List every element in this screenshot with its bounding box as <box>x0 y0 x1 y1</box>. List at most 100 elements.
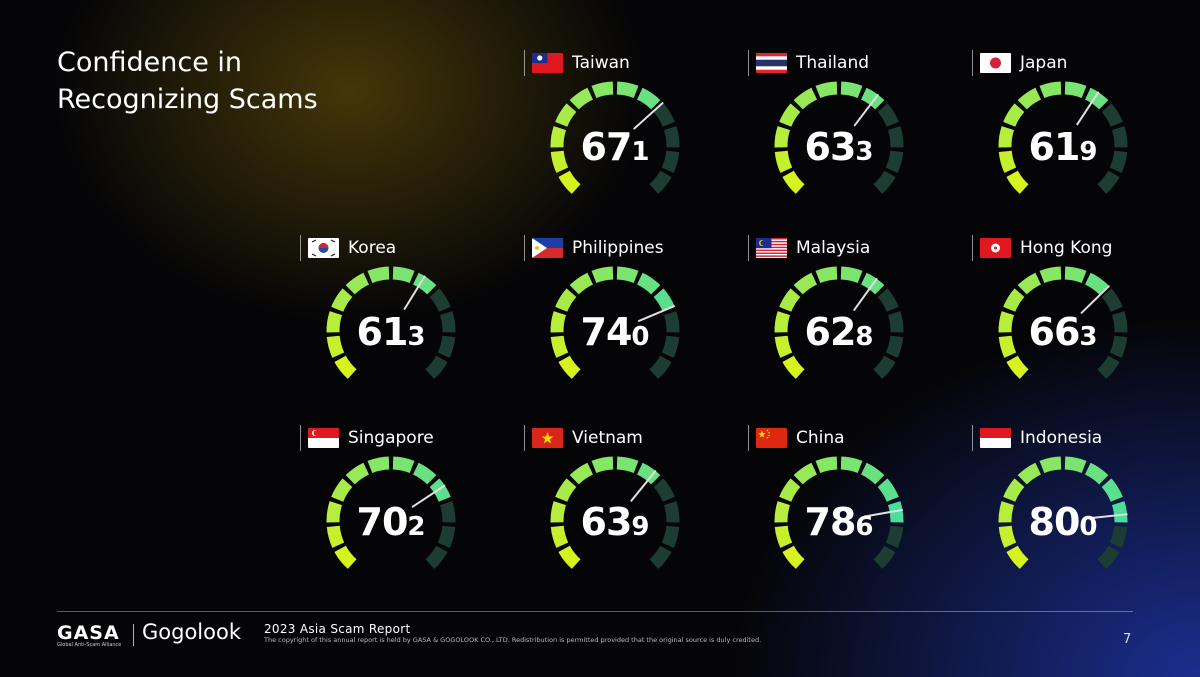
country-label: Singapore <box>300 425 505 451</box>
gauge-segment <box>334 545 357 569</box>
gauge-value: 619 <box>993 125 1133 169</box>
gauge-segment <box>1006 545 1029 569</box>
gauge-value-decimal: 8 <box>855 322 874 352</box>
gauge-needle <box>637 305 675 322</box>
gauge-segment <box>1101 288 1123 312</box>
gauge-value: 663 <box>993 310 1133 354</box>
gauge-value: 633 <box>769 125 909 169</box>
gauge-value-decimal: 0 <box>631 322 650 352</box>
gauge-segment <box>558 355 581 379</box>
gauge-segment <box>887 126 904 148</box>
country-name: Taiwan <box>572 53 630 73</box>
gauge-segment <box>1039 266 1062 284</box>
gauge-value-decimal: 9 <box>1079 137 1098 167</box>
country-name: Japan <box>1020 53 1068 73</box>
copyright-notice: The copyright of this annual report is h… <box>264 636 762 644</box>
gauge-segment <box>840 266 863 284</box>
gauge-value: 613 <box>321 310 461 354</box>
gauge-segment <box>998 126 1015 148</box>
gauge-dial <box>774 456 904 569</box>
gauge-value: 786 <box>769 500 909 544</box>
gauge-segment <box>616 266 639 284</box>
gauge-segment <box>550 525 569 548</box>
gauge-segment <box>1017 87 1042 110</box>
gauge-segment <box>774 311 791 333</box>
page-number: 7 <box>1123 632 1132 647</box>
gauge-value-decimal: 9 <box>631 512 650 542</box>
gauge-needle <box>411 484 446 508</box>
gauge-segment <box>616 81 639 99</box>
gauge-needle <box>630 470 657 502</box>
gauge-card-malaysia: Malaysia 628 <box>748 235 958 410</box>
gauge-segment <box>555 288 577 312</box>
gauge-segment <box>558 545 581 569</box>
report-name: 2023 Asia Scam Report <box>264 622 411 636</box>
gauge-segment <box>815 81 838 99</box>
gauge-dial <box>774 81 904 194</box>
gauge-segment <box>1003 288 1025 312</box>
gauge-segment <box>649 355 672 379</box>
gauge-needle <box>1087 513 1128 520</box>
gauge-segment <box>873 355 896 379</box>
gauge-segment <box>1003 478 1025 502</box>
gauge-segment <box>653 103 675 127</box>
country-label: China <box>748 425 953 451</box>
gauge-dial <box>998 456 1128 569</box>
gauge-needle <box>853 278 878 311</box>
gauge-segment <box>860 462 885 485</box>
country-name: China <box>796 428 845 448</box>
country-label: Korea <box>300 235 505 261</box>
gauge-value-integer: 78 <box>804 500 857 544</box>
gauge-segment <box>1101 103 1123 127</box>
gauge-segment <box>1039 81 1062 99</box>
gauge-dial <box>774 266 904 379</box>
gauge-value-integer: 80 <box>1028 500 1081 544</box>
hong-kong-flag-icon <box>980 238 1011 258</box>
gauge-segment <box>1111 501 1128 523</box>
malaysia-flag-icon <box>756 238 787 258</box>
country-name: Singapore <box>348 428 434 448</box>
gauge-segment <box>439 501 456 523</box>
gauge-segment <box>782 170 805 194</box>
gauge-segment <box>437 525 456 548</box>
gauge-segment <box>334 355 357 379</box>
gauge-segment <box>392 266 415 284</box>
gauge-segment <box>860 87 885 110</box>
gauge-value-decimal: 2 <box>407 512 426 542</box>
gauge-value-integer: 61 <box>356 310 409 354</box>
gauge-value-decimal: 0 <box>1079 512 1098 542</box>
gauge-segment <box>1017 462 1042 485</box>
gauge-segment <box>558 170 581 194</box>
gauge-needle <box>863 508 904 518</box>
gauge-segment <box>774 150 793 173</box>
gasa-logo: GASA <box>57 622 120 644</box>
gauge-value-integer: 62 <box>804 310 857 354</box>
gauge-card-korea: Korea 613 <box>300 235 510 410</box>
gauge-segment <box>774 335 793 358</box>
gauge-segment <box>815 456 838 474</box>
gasa-logo-subtitle: Global Anti-Scam Alliance <box>57 642 122 648</box>
country-label: Thailand <box>748 50 953 76</box>
gauge-segment <box>1017 272 1042 295</box>
gauge-segment <box>653 478 675 502</box>
gauge-segment <box>779 478 801 502</box>
gauge-segment <box>1111 126 1128 148</box>
gauge-segment <box>653 288 675 312</box>
gauge-segment <box>429 288 451 312</box>
gauge-segment <box>439 311 456 333</box>
country-name: Philippines <box>572 238 664 258</box>
indonesia-flag-icon <box>980 428 1011 448</box>
gauge-segment <box>779 103 801 127</box>
gauge-segment <box>331 288 353 312</box>
gauge-segment <box>412 462 437 485</box>
gauge-segment <box>591 456 614 474</box>
gauge-value-decimal: 3 <box>855 137 874 167</box>
gauge-segment <box>661 525 680 548</box>
gauge-segment <box>412 272 437 295</box>
gauge-segment <box>782 355 805 379</box>
gauge-segment <box>1003 103 1025 127</box>
gauge-segment <box>873 545 896 569</box>
gauge-segment <box>998 335 1017 358</box>
gogolook-logo: Gogolook <box>142 620 241 644</box>
gauge-segment <box>326 335 345 358</box>
